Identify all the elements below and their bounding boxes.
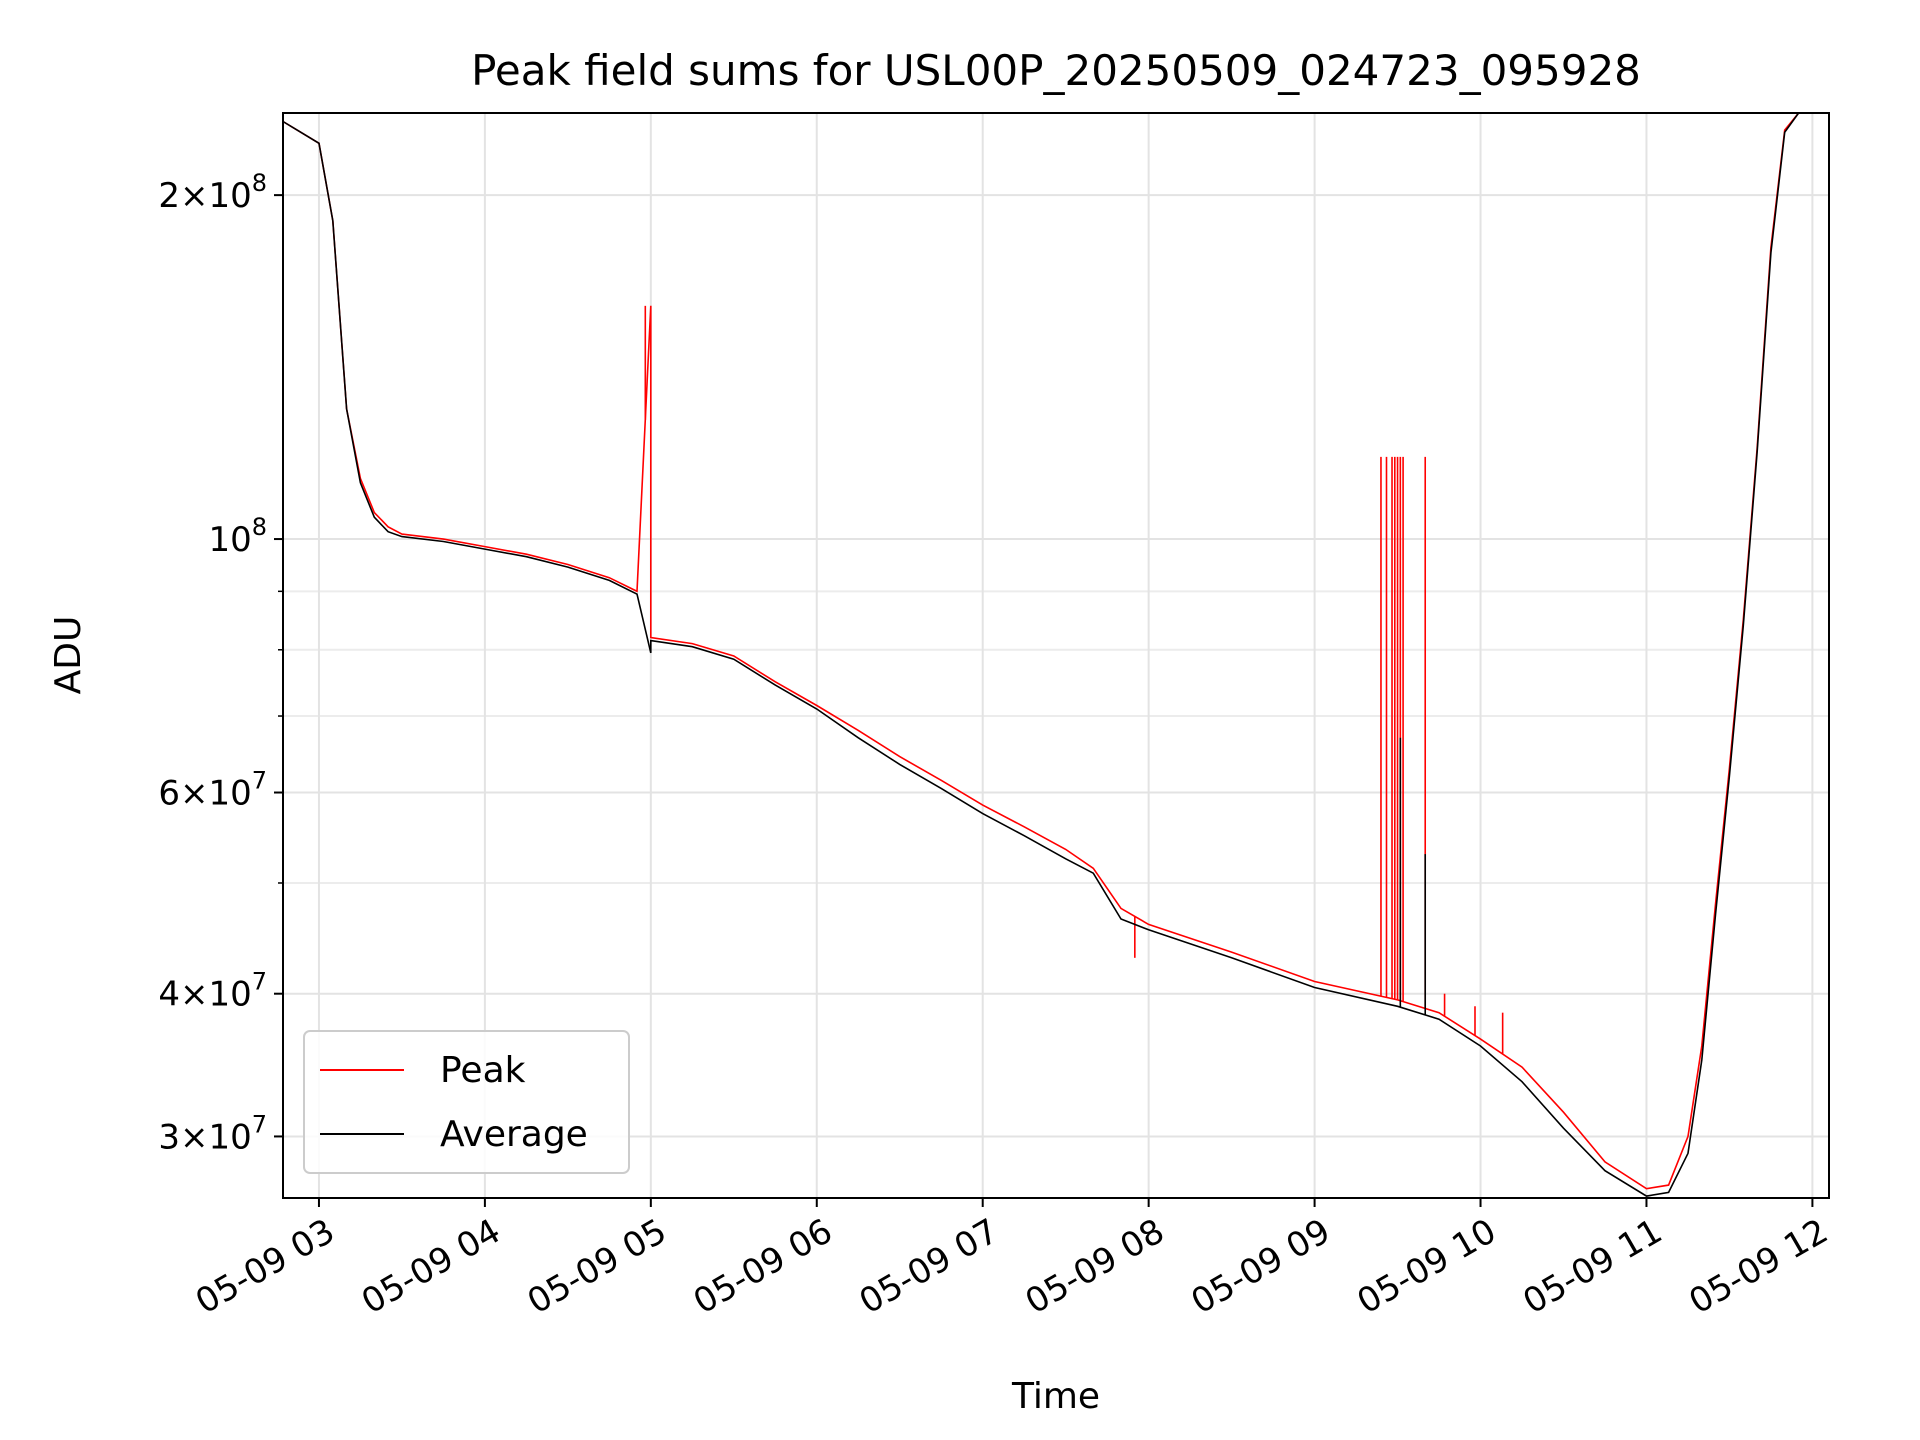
legend: Peak Average: [303, 1030, 630, 1174]
legend-label-peak: Peak: [440, 1050, 526, 1091]
grid: [283, 113, 1829, 1198]
y-tick-label: 2×108: [158, 169, 267, 216]
y-axis-label: ADU: [48, 616, 89, 695]
x-axis-label: Time: [1011, 1376, 1100, 1417]
series-line-peak: [282, 112, 1800, 1190]
legend-label-average: Average: [440, 1114, 588, 1155]
axes-frame: [282, 112, 1830, 1199]
series-line-average: [282, 112, 1800, 1197]
y-tick-label: 108: [208, 513, 267, 560]
plot-area: [282, 112, 1800, 1197]
y-tick-label: 6×107: [158, 767, 267, 814]
y-tick-label: 4×107: [158, 968, 267, 1015]
y-tick-label: 3×107: [158, 1110, 267, 1157]
legend-box: [303, 1030, 630, 1174]
chart-title: Peak field sums for USL00P_20250509_0247…: [471, 46, 1641, 95]
y-axis: 2×108 108 6×107 4×107 3×107: [158, 169, 283, 1157]
